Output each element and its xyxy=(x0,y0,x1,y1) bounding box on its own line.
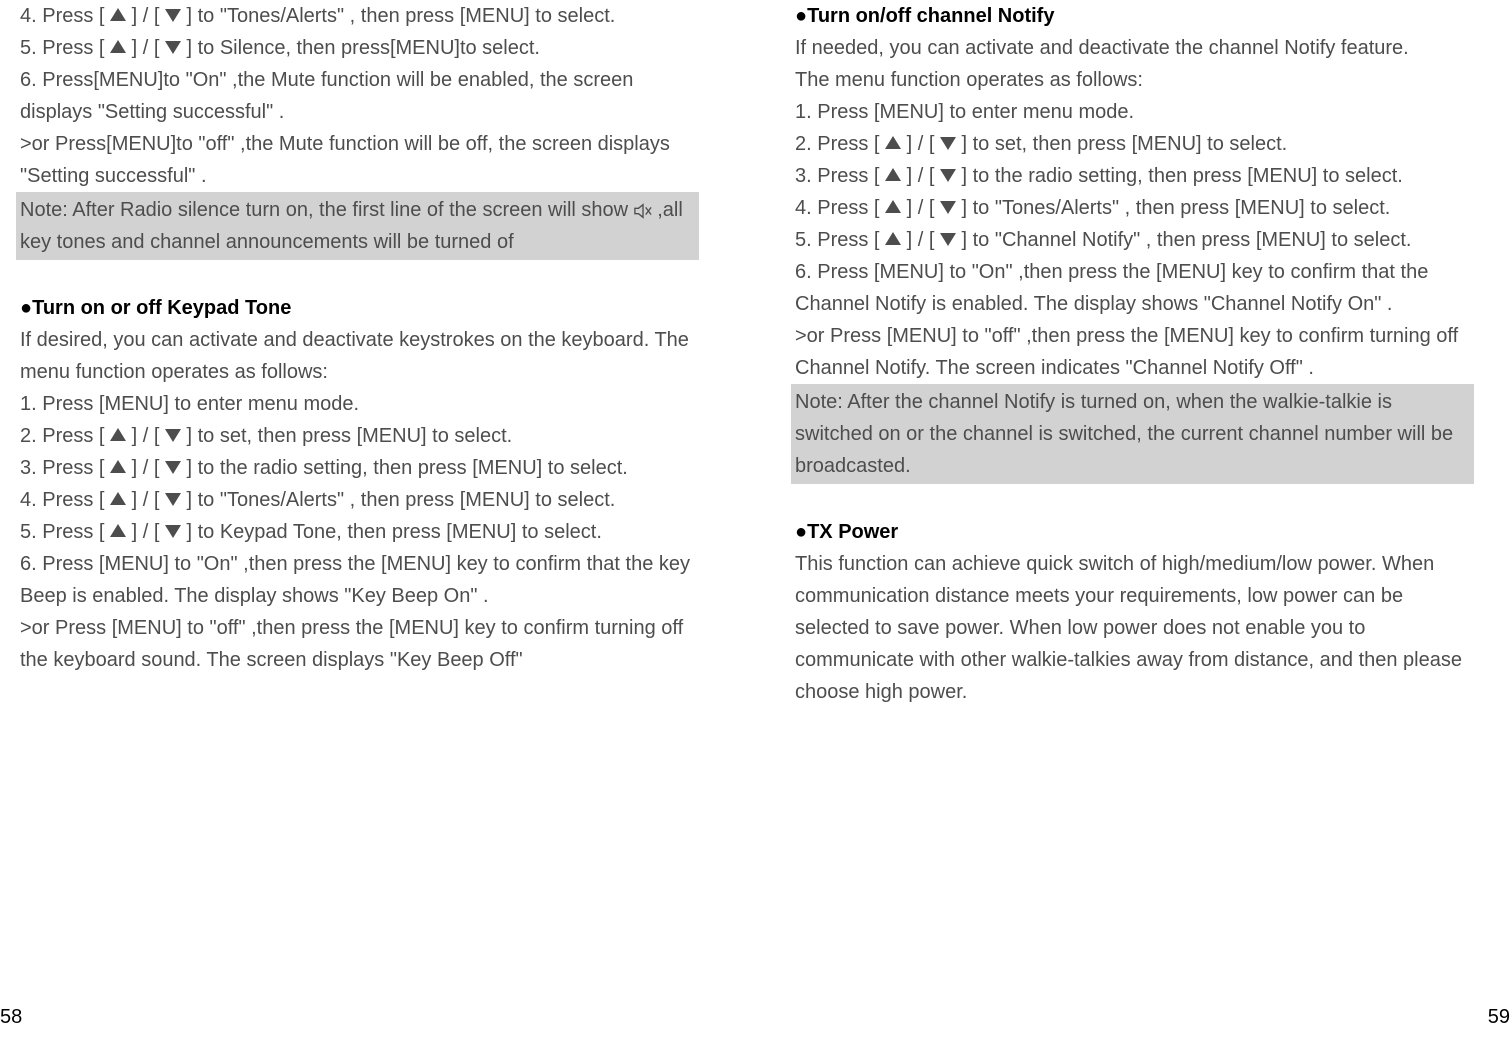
body-text: 1. Press [MENU] to enter menu mode. xyxy=(20,388,695,420)
down-icon xyxy=(940,169,956,182)
up-icon xyxy=(110,428,126,441)
body-text: 5. Press [ ] / [ ] to Keypad Tone, then … xyxy=(20,516,695,548)
spacer xyxy=(20,260,695,292)
down-icon xyxy=(165,493,181,506)
body-text: 6. Press[MENU]to "On" ,the Mute function… xyxy=(20,64,695,128)
section-heading: ●Turn on or off Keypad Tone xyxy=(20,292,695,324)
down-icon xyxy=(940,233,956,246)
body-text: This function can achieve quick switch o… xyxy=(795,548,1470,708)
up-icon xyxy=(885,200,901,213)
note-box: Note: After the channel Notify is turned… xyxy=(791,384,1474,484)
left-column: 4. Press [ ] / [ ] to "Tones/Alerts" , t… xyxy=(0,0,755,1043)
up-icon xyxy=(110,40,126,53)
up-icon xyxy=(110,524,126,537)
up-icon xyxy=(885,136,901,149)
down-icon xyxy=(165,41,181,54)
body-text: 4. Press [ ] / [ ] to "Tones/Alerts" , t… xyxy=(20,484,695,516)
body-text: >or Press[MENU]to "off" ,the Mute functi… xyxy=(20,128,695,192)
page-number-left: 58 xyxy=(0,1001,22,1033)
body-text: 3. Press [ ] / [ ] to the radio setting,… xyxy=(795,160,1470,192)
section-heading: ●Turn on/off channel Notify xyxy=(795,0,1470,32)
body-text: The menu function operates as follows: xyxy=(795,64,1470,96)
section-heading: ●TX Power xyxy=(795,516,1470,548)
page-number-right: 59 xyxy=(1488,1001,1510,1033)
page-container: 4. Press [ ] / [ ] to "Tones/Alerts" , t… xyxy=(0,0,1510,1043)
body-text: 4. Press [ ] / [ ] to "Tones/Alerts" , t… xyxy=(795,192,1470,224)
left-content: 4. Press [ ] / [ ] to "Tones/Alerts" , t… xyxy=(20,0,695,676)
body-text: >or Press [MENU] to "off" ,then press th… xyxy=(795,320,1470,384)
down-icon xyxy=(940,201,956,214)
body-text: 2. Press [ ] / [ ] to set, then press [M… xyxy=(795,128,1470,160)
note-box: Note: After Radio silence turn on, the f… xyxy=(16,192,699,260)
body-text: 6. Press [MENU] to "On" ,then press the … xyxy=(20,548,695,612)
body-text: 5. Press [ ] / [ ] to "Channel Notify" ,… xyxy=(795,224,1470,256)
body-text: If desired, you can activate and deactiv… xyxy=(20,324,695,388)
body-text: If needed, you can activate and deactiva… xyxy=(795,32,1470,64)
down-icon xyxy=(165,9,181,22)
spacer xyxy=(795,484,1470,516)
up-icon xyxy=(110,492,126,505)
down-icon xyxy=(165,525,181,538)
right-content: ●Turn on/off channel NotifyIf needed, yo… xyxy=(795,0,1470,708)
up-icon xyxy=(110,8,126,21)
body-text: 2. Press [ ] / [ ] to set, then press [M… xyxy=(20,420,695,452)
down-icon xyxy=(940,137,956,150)
up-icon xyxy=(885,232,901,245)
body-text: 6. Press [MENU] to "On" ,then press the … xyxy=(795,256,1470,320)
speaker-mute-icon xyxy=(634,203,652,219)
up-icon xyxy=(110,460,126,473)
body-text: >or Press [MENU] to "off" ,then press th… xyxy=(20,612,695,676)
right-column: ●Turn on/off channel NotifyIf needed, yo… xyxy=(755,0,1510,1043)
body-text: 3. Press [ ] / [ ] to the radio setting,… xyxy=(20,452,695,484)
body-text: 4. Press [ ] / [ ] to "Tones/Alerts" , t… xyxy=(20,0,695,32)
body-text: 1. Press [MENU] to enter menu mode. xyxy=(795,96,1470,128)
down-icon xyxy=(165,461,181,474)
down-icon xyxy=(165,429,181,442)
up-icon xyxy=(885,168,901,181)
body-text: 5. Press [ ] / [ ] to Silence, then pres… xyxy=(20,32,695,64)
